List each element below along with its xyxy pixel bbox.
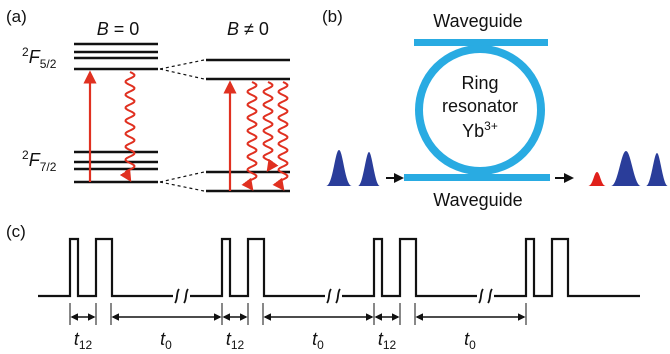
interval-label-t0-3: t0 [464, 329, 476, 352]
field-nonzero-label: B ≠ 0 [227, 19, 269, 39]
emission-wavy-b-zero [119, 71, 136, 183]
panel-b: (b) Waveguide Ring resonator Yb3+ Wavegu… [322, 7, 668, 210]
pulse-train-segments [38, 237, 640, 298]
emission-wavy-b-nonzero-1 [241, 81, 258, 191]
interval-label-t0-1: t0 [160, 329, 172, 352]
panel-c: (c) [6, 222, 640, 352]
field-zero-label: B = 0 [97, 19, 140, 39]
waveguide-bottom [404, 174, 550, 181]
ring-label-line1: Ring [461, 73, 498, 93]
input-pulse-2 [358, 152, 380, 186]
panel-a: (a) B = 0 B ≠ 0 2F5/2 2F7/2 [6, 7, 290, 193]
waveguide-top [414, 39, 548, 46]
emission-wavy-b-nonzero-3 [272, 81, 289, 191]
interval-labels: t12 t0 t12 t0 t12 t0 [74, 329, 476, 352]
input-pulse-1 [326, 150, 352, 186]
lower-term-label: 2F7/2 [22, 148, 57, 174]
output-pulse-red [588, 172, 606, 186]
output-pulse-blue-1 [611, 151, 641, 186]
interval-label-t0-2: t0 [312, 329, 324, 352]
output-pulse-blue-2 [646, 153, 668, 186]
upper-term-label: 2F5/2 [22, 45, 57, 71]
levels-b-nonzero [206, 58, 290, 193]
zeeman-splitting-guides [159, 59, 205, 192]
axis-break-3 [478, 288, 484, 304]
waveguide-top-label: Waveguide [433, 11, 522, 31]
ion-label: Yb3+ [462, 119, 498, 141]
waveguide-bottom-label: Waveguide [433, 190, 522, 210]
emission-wavy-b-nonzero-2 [262, 81, 279, 172]
panel-c-label: (c) [6, 222, 26, 241]
interval-tick-lines [69, 303, 527, 325]
panel-a-label: (a) [6, 7, 27, 26]
levels-b-zero [74, 42, 158, 184]
ring-resonator [415, 45, 545, 175]
interval-label-t12-1: t12 [74, 329, 93, 352]
interval-label-t12-3: t12 [378, 329, 397, 352]
interval-label-t12-2: t12 [226, 329, 245, 352]
panel-b-label: (b) [322, 7, 343, 26]
axis-break-1 [174, 288, 180, 304]
axis-break-2 [326, 288, 332, 304]
ring-label-line2: resonator [442, 96, 518, 116]
axis-break-marks [174, 288, 493, 304]
emission-wavy-arrows [119, 71, 289, 191]
